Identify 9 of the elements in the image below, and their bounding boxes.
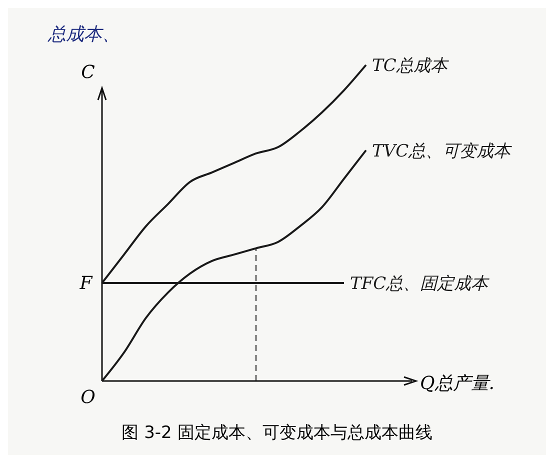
text: 图 3-2 固定成本、可变成本与总成本曲线 — [122, 423, 432, 443]
text: O — [80, 387, 96, 408]
series-label: TFC总、固定成本 — [350, 274, 490, 294]
y-axis-title: C — [81, 62, 96, 83]
text: 总成本、 — [47, 24, 120, 45]
x-axis-title: Q总产量. — [420, 373, 494, 394]
series-label: TC总成本 — [372, 56, 450, 76]
series-label: TVC总、可变成本 — [372, 141, 513, 162]
annotation: F — [78, 273, 94, 294]
